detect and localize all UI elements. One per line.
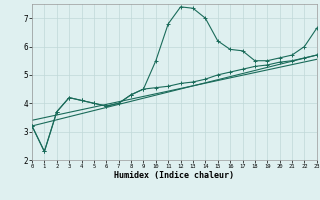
X-axis label: Humidex (Indice chaleur): Humidex (Indice chaleur) — [115, 171, 234, 180]
